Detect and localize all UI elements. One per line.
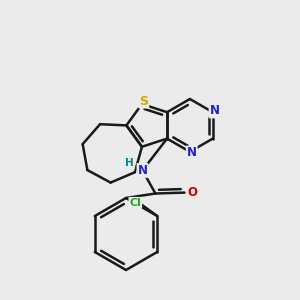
- Text: O: O: [187, 186, 197, 199]
- Text: N: N: [210, 104, 220, 118]
- Text: Cl: Cl: [129, 198, 141, 208]
- Text: H: H: [125, 158, 134, 169]
- Text: S: S: [139, 94, 148, 107]
- Text: N: N: [187, 146, 197, 160]
- Text: N: N: [137, 164, 148, 177]
